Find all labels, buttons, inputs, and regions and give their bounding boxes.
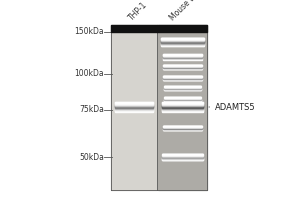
Bar: [162, 109, 203, 110]
Bar: [161, 39, 204, 40]
Bar: [164, 129, 202, 130]
Bar: [115, 105, 153, 106]
Bar: [115, 102, 153, 103]
Bar: [164, 126, 202, 127]
Bar: [161, 42, 204, 43]
Bar: [161, 38, 204, 39]
Bar: [162, 107, 203, 108]
Bar: [161, 45, 204, 46]
Bar: [162, 159, 202, 160]
Bar: [162, 110, 203, 111]
Text: 50kDa: 50kDa: [79, 152, 104, 162]
Bar: [164, 79, 202, 80]
Bar: [115, 111, 153, 112]
Bar: [162, 102, 203, 103]
Bar: [162, 157, 202, 158]
Bar: [115, 107, 153, 108]
Bar: [162, 109, 203, 110]
Bar: [161, 41, 204, 42]
Bar: [164, 76, 202, 77]
Bar: [163, 58, 202, 59]
Bar: [161, 43, 204, 44]
Bar: [162, 155, 202, 156]
Bar: [157, 25, 207, 32]
Bar: [161, 41, 204, 42]
Bar: [162, 103, 203, 104]
Bar: [164, 76, 202, 77]
Bar: [163, 56, 202, 57]
Text: Mouse testes: Mouse testes: [168, 0, 210, 22]
Bar: [161, 44, 204, 45]
Text: THP-1: THP-1: [127, 0, 149, 22]
Bar: [162, 154, 202, 155]
Bar: [161, 38, 204, 39]
Bar: [115, 106, 153, 107]
Bar: [162, 105, 203, 106]
Bar: [162, 158, 202, 159]
Bar: [164, 126, 202, 127]
Bar: [115, 105, 153, 106]
Bar: [164, 77, 202, 78]
Bar: [115, 109, 153, 110]
Bar: [161, 43, 204, 44]
Text: ADAMTS5: ADAMTS5: [209, 102, 256, 112]
Bar: [162, 110, 203, 111]
Bar: [164, 65, 202, 66]
Bar: [163, 57, 202, 58]
Bar: [164, 78, 202, 79]
Bar: [163, 55, 202, 56]
Bar: [161, 44, 204, 45]
Bar: [162, 111, 203, 112]
Bar: [115, 103, 153, 104]
Bar: [162, 105, 203, 106]
Bar: [163, 55, 202, 56]
Bar: [162, 159, 202, 160]
Text: 150kDa: 150kDa: [74, 27, 104, 36]
Bar: [115, 108, 153, 109]
Bar: [115, 110, 153, 111]
Bar: [161, 40, 204, 41]
Bar: [115, 106, 153, 107]
Bar: [162, 106, 203, 107]
Text: 100kDa: 100kDa: [74, 70, 104, 78]
Bar: [163, 54, 202, 55]
Bar: [115, 109, 153, 110]
Bar: [158, 25, 207, 190]
Bar: [115, 104, 153, 105]
Bar: [164, 128, 202, 129]
Bar: [162, 104, 203, 105]
Bar: [164, 65, 202, 66]
Bar: [111, 25, 157, 32]
Bar: [162, 108, 203, 109]
Bar: [162, 156, 202, 157]
Bar: [163, 59, 202, 60]
Bar: [164, 77, 202, 78]
Bar: [162, 157, 202, 158]
Bar: [162, 158, 202, 159]
Bar: [163, 56, 202, 57]
Text: 75kDa: 75kDa: [79, 106, 104, 114]
Bar: [115, 110, 153, 111]
Bar: [111, 25, 157, 190]
Bar: [162, 106, 203, 107]
